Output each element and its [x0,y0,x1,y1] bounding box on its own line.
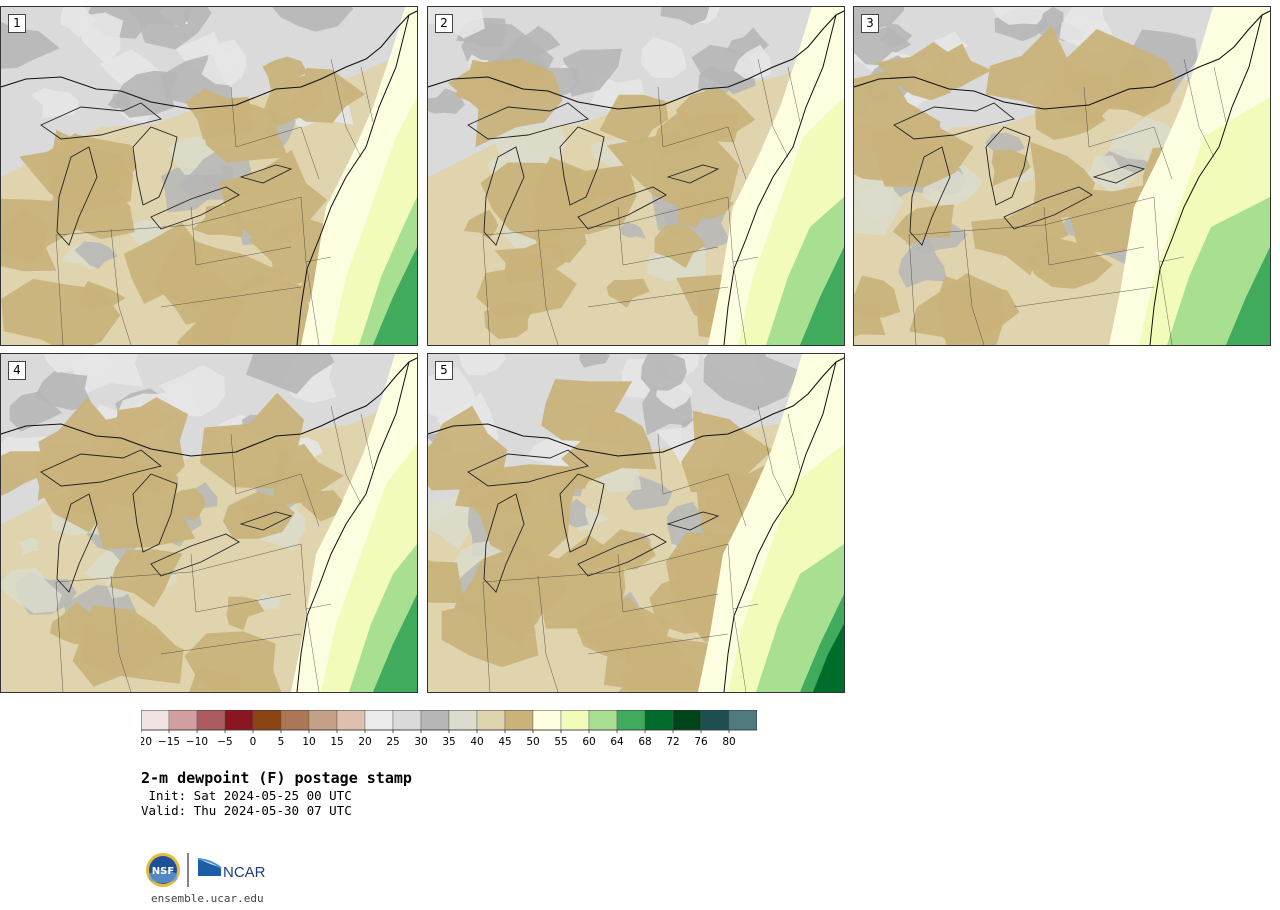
colorbar-tick-label: 72 [666,736,679,748]
colorbar-bin [532,710,562,731]
dewpoint-map [428,7,844,345]
colorbar-bin [420,710,450,731]
colorbar-tick-label: 5 [278,736,285,748]
colorbar-tick-label: 25 [386,736,399,748]
dewpoint-map [1,354,417,692]
colorbar-bin [588,710,618,731]
logos: NSF NCAR [146,853,266,887]
colorbar-bin [644,710,674,731]
colorbar-tick-label: −20 [141,736,152,748]
colorbar-tick-label: −10 [186,736,208,748]
plot-title: 2-m dewpoint (F) postage stamp [141,769,412,787]
panel-4: 4 [0,353,418,693]
panel-3: 3 [853,6,1271,346]
colorbar-tick-label: 50 [526,736,539,748]
colorbar-tick-label: 60 [582,736,595,748]
colorbar-bin [728,710,757,731]
colorbar-tick-label: 45 [498,736,511,748]
colorbar-bin [448,710,478,731]
colorbar-bin [336,710,366,731]
panel-number: 5 [435,361,453,380]
colorbar-bin [616,710,646,731]
title-block: 2-m dewpoint (F) postage stamp Init: Sat… [141,768,412,818]
colorbar-tick-label: 15 [330,736,343,748]
panel-number: 2 [435,14,453,33]
panel-5: 5 [427,353,845,693]
dewpoint-map [854,7,1270,345]
panel-number: 4 [8,361,26,380]
colorbar-bin [308,710,338,731]
colorbar-tick-label: 80 [722,736,735,748]
colorbar-bin [280,710,310,731]
colorbar-tick-label: 35 [442,736,455,748]
colorbar-bin [672,710,702,731]
colorbar-tick-label: 55 [554,736,567,748]
website-url: ensemble.ucar.edu [151,892,264,905]
colorbar-bin [392,710,422,731]
panel-number: 3 [861,14,879,33]
valid-time: Valid: Thu 2024-05-30 07 UTC [141,803,352,818]
init-time: Init: Sat 2024-05-25 00 UTC [141,788,352,803]
panel-1: 1 [0,6,418,346]
colorbar-bin [224,710,254,731]
colorbar-bin [364,710,394,731]
colorbar-bin [196,710,226,731]
dewpoint-map [428,354,844,692]
colorbar-bin [141,710,170,731]
colorbar-bin [560,710,590,731]
colorbar-bin [476,710,506,731]
nsf-logo: NSF [146,853,180,887]
colorbar-tick-label: 64 [610,736,624,748]
colorbar-tick-label: 30 [414,736,427,748]
colorbar-tick-label: 20 [358,736,371,748]
colorbar-bin [504,710,534,731]
svg-text:NCAR: NCAR [223,864,266,881]
svg-text:NSF: NSF [152,866,174,877]
colorbar-tick-label: 40 [470,736,483,748]
colorbar-bin [168,710,198,731]
colorbar: −20 −15 −10 −5 0 5 10 15 20 25 30 35 40 45 50 55 60 64 68 7… [141,710,757,748]
panel-2: 2 [427,6,845,346]
colorbar-tick-label: 0 [250,736,257,748]
colorbar-tick-label: −5 [217,736,232,748]
colorbar-bin [700,710,730,731]
colorbar-tick-label: 76 [694,736,708,748]
ncar-logo: NCAR [197,858,266,881]
colorbar-tick-label: 10 [302,736,315,748]
colorbar-bin [252,710,282,731]
colorbar-tick-label: −15 [158,736,180,748]
panel-number: 1 [8,14,26,33]
colorbar-tick-label: 68 [638,736,651,748]
dewpoint-map [1,7,417,345]
